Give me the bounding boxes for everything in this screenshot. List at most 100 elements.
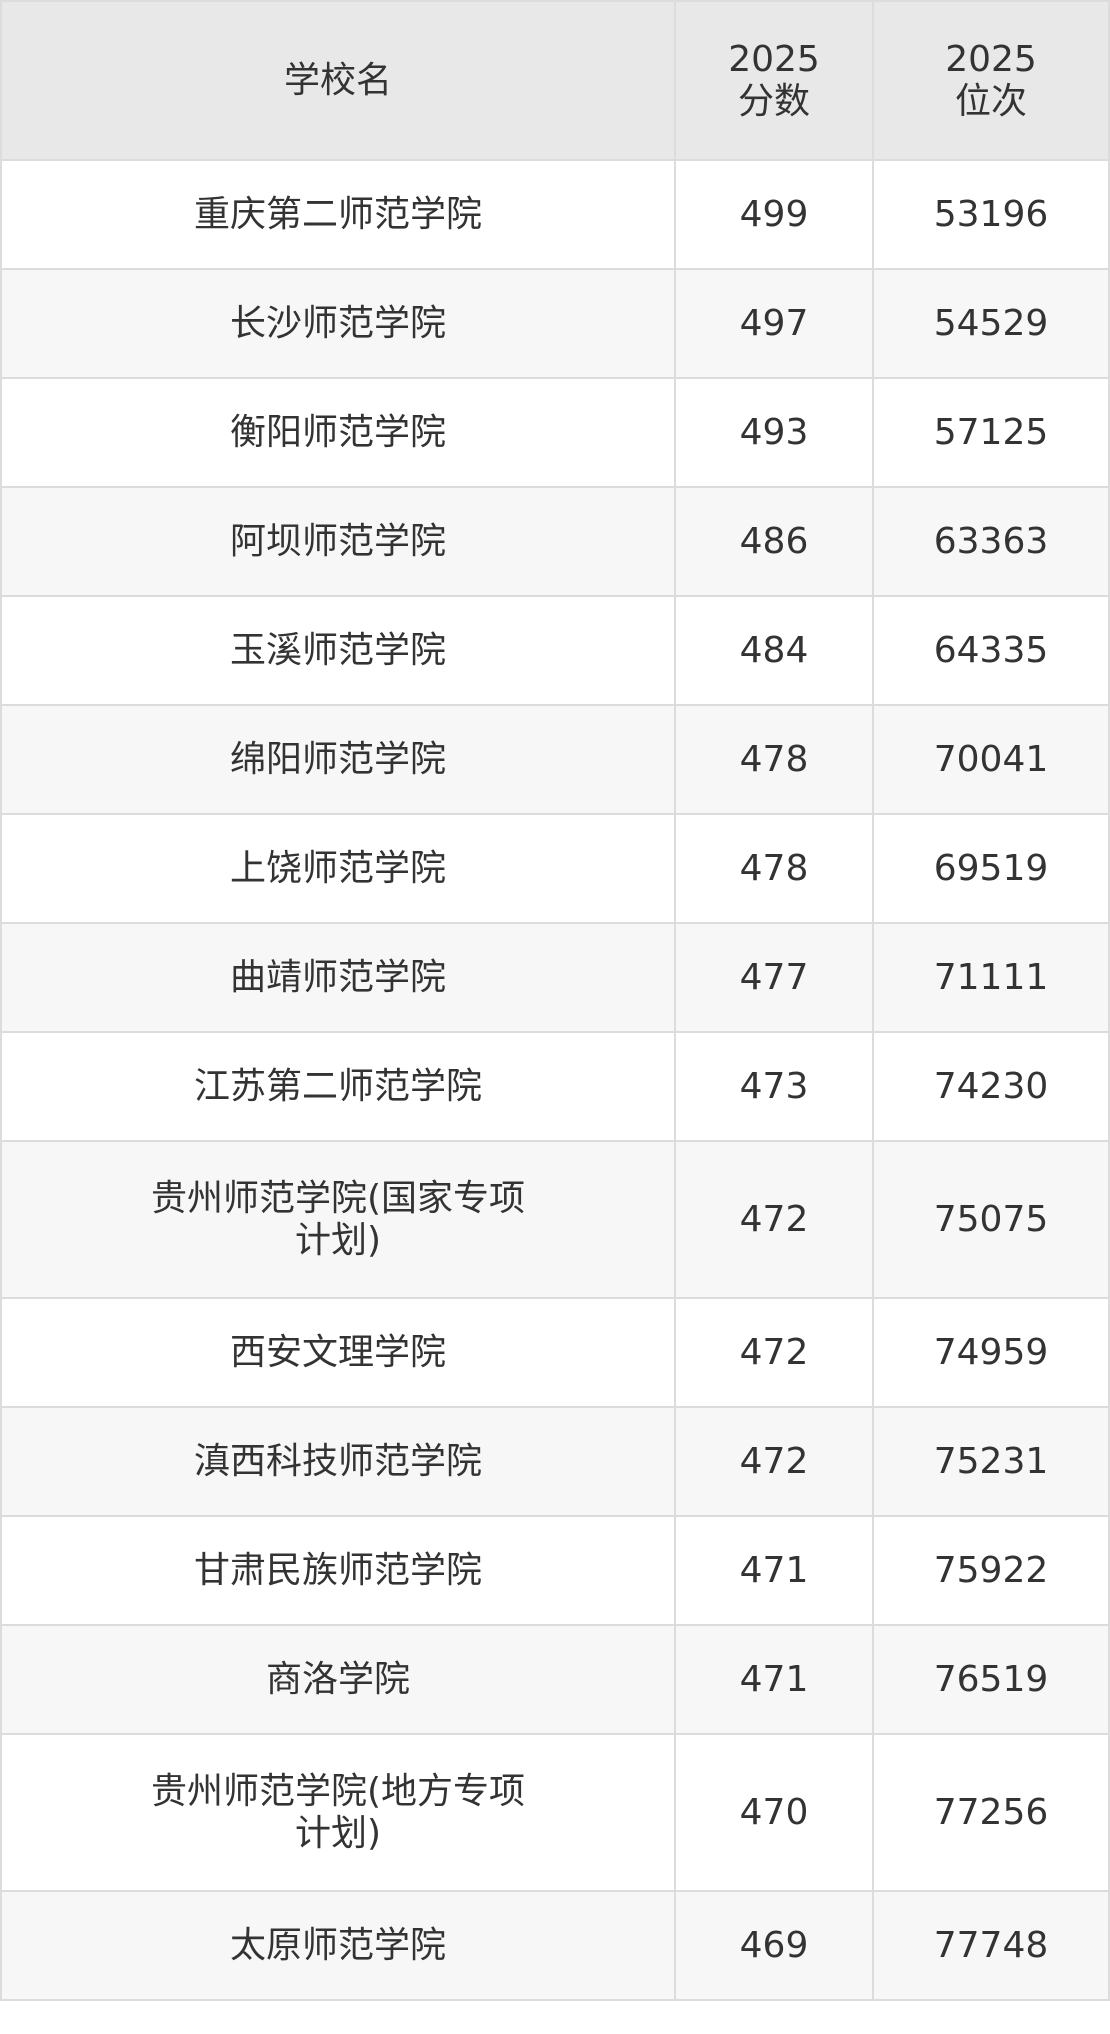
score-cell: 472 <box>674 1140 874 1299</box>
school-cell-text: 滇西科技师范学院 <box>193 1440 482 1482</box>
rank-cell: 77256 <box>872 1733 1110 1892</box>
header-school: 学校名 <box>0 0 676 161</box>
score-cell-text: 486 <box>739 520 809 562</box>
school-cell: 贵州师范学院(地方专项计划) <box>0 1733 676 1892</box>
table-row: 商洛学院 471 76519 <box>0 1624 1110 1735</box>
school-cell: 玉溪师范学院 <box>0 595 676 706</box>
header-row: 学校名 2025 分数 2025 位次 <box>0 0 1110 161</box>
rank-cell: 57125 <box>872 377 1110 488</box>
score-cell: 477 <box>674 922 874 1033</box>
score-cell-text: 472 <box>739 1440 809 1482</box>
score-cell-text: 473 <box>739 1065 809 1107</box>
school-cell: 滇西科技师范学院 <box>0 1406 676 1517</box>
rank-cell: 64335 <box>872 595 1110 706</box>
school-cell: 贵州师范学院(国家专项计划) <box>0 1140 676 1299</box>
table-row: 贵州师范学院(国家专项计划) 472 75075 <box>0 1140 1110 1299</box>
table-row: 江苏第二师范学院 473 74230 <box>0 1031 1110 1142</box>
school-cell: 长沙师范学院 <box>0 268 676 379</box>
school-cell-text: 长沙师范学院 <box>229 302 446 344</box>
rank-cell: 63363 <box>872 486 1110 597</box>
score-cell: 484 <box>674 595 874 706</box>
score-cell: 486 <box>674 486 874 597</box>
rank-cell-text: 75231 <box>933 1440 1049 1482</box>
rank-cell: 53196 <box>872 159 1110 270</box>
score-cell: 469 <box>674 1890 874 2001</box>
score-cell-text: 477 <box>739 956 809 998</box>
school-cell: 太原师范学院 <box>0 1890 676 2001</box>
rank-cell: 75231 <box>872 1406 1110 1517</box>
school-cell: 江苏第二师范学院 <box>0 1031 676 1142</box>
score-cell: 472 <box>674 1297 874 1408</box>
score-cell-text: 470 <box>739 1791 809 1833</box>
table-row: 玉溪师范学院 484 64335 <box>0 595 1110 706</box>
score-cell: 478 <box>674 704 874 815</box>
rank-cell: 76519 <box>872 1624 1110 1735</box>
score-cell: 471 <box>674 1624 874 1735</box>
school-cell-text: 太原师范学院 <box>229 1924 446 1966</box>
table-row: 衡阳师范学院 493 57125 <box>0 377 1110 488</box>
rank-cell: 77748 <box>872 1890 1110 2001</box>
rank-cell-text: 69519 <box>933 847 1049 889</box>
school-cell-text: 阿坝师范学院 <box>229 520 446 562</box>
school-cell-text: 商洛学院 <box>265 1658 410 1700</box>
table-row: 上饶师范学院 478 69519 <box>0 813 1110 924</box>
score-cell: 472 <box>674 1406 874 1517</box>
school-cell: 曲靖师范学院 <box>0 922 676 1033</box>
school-cell-text: 西安文理学院 <box>229 1331 446 1373</box>
score-cell: 471 <box>674 1515 874 1626</box>
rank-cell-text: 53196 <box>933 193 1049 235</box>
table-row: 太原师范学院 469 77748 <box>0 1890 1110 2001</box>
school-cell-text: 江苏第二师范学院 <box>193 1065 482 1107</box>
rank-cell-text: 57125 <box>933 411 1049 453</box>
table-row: 甘肃民族师范学院 471 75922 <box>0 1515 1110 1626</box>
table-row: 阿坝师范学院 486 63363 <box>0 486 1110 597</box>
score-cell-text: 484 <box>739 629 809 671</box>
school-cell-text: 贵州师范学院(国家专项计划) <box>150 1177 526 1261</box>
rank-cell: 71111 <box>872 922 1110 1033</box>
rank-cell-text: 75075 <box>933 1198 1049 1240</box>
score-cell: 499 <box>674 159 874 270</box>
rank-cell: 74230 <box>872 1031 1110 1142</box>
score-cell-text: 469 <box>739 1924 809 1966</box>
rank-cell: 70041 <box>872 704 1110 815</box>
rank-cell-text: 70041 <box>933 738 1049 780</box>
header-score: 2025 分数 <box>674 0 874 161</box>
school-cell: 上饶师范学院 <box>0 813 676 924</box>
score-cell-text: 499 <box>739 193 809 235</box>
rank-cell: 75922 <box>872 1515 1110 1626</box>
rank-cell-text: 77256 <box>933 1791 1049 1833</box>
rank-cell-text: 74230 <box>933 1065 1049 1107</box>
school-cell: 重庆第二师范学院 <box>0 159 676 270</box>
score-cell-text: 472 <box>739 1331 809 1373</box>
school-cell: 商洛学院 <box>0 1624 676 1735</box>
school-cell: 衡阳师范学院 <box>0 377 676 488</box>
school-cell-text: 上饶师范学院 <box>229 847 446 889</box>
school-cell-text: 玉溪师范学院 <box>229 629 446 671</box>
rank-cell-text: 77748 <box>933 1924 1049 1966</box>
score-cell: 493 <box>674 377 874 488</box>
rank-cell-text: 75922 <box>933 1549 1049 1591</box>
table-row: 曲靖师范学院 477 71111 <box>0 922 1110 1033</box>
school-cell-text: 曲靖师范学院 <box>229 956 446 998</box>
school-cell: 西安文理学院 <box>0 1297 676 1408</box>
table-row: 重庆第二师范学院 499 53196 <box>0 159 1110 270</box>
table-row: 西安文理学院 472 74959 <box>0 1297 1110 1408</box>
score-cell: 478 <box>674 813 874 924</box>
rank-cell: 54529 <box>872 268 1110 379</box>
rank-cell-text: 74959 <box>933 1331 1049 1373</box>
school-cell: 甘肃民族师范学院 <box>0 1515 676 1626</box>
rank-cell-text: 71111 <box>933 956 1049 998</box>
rank-cell: 69519 <box>872 813 1110 924</box>
score-cell: 470 <box>674 1733 874 1892</box>
score-cell-text: 497 <box>739 302 809 344</box>
header-rank: 2025 位次 <box>872 0 1110 161</box>
school-cell-text: 绵阳师范学院 <box>229 738 446 780</box>
table-row: 滇西科技师范学院 472 75231 <box>0 1406 1110 1517</box>
rank-cell-text: 54529 <box>933 302 1049 344</box>
rank-cell-text: 63363 <box>933 520 1049 562</box>
school-cell: 绵阳师范学院 <box>0 704 676 815</box>
table-row: 绵阳师范学院 478 70041 <box>0 704 1110 815</box>
rank-cell-text: 64335 <box>933 629 1049 671</box>
score-cell-text: 478 <box>739 738 809 780</box>
